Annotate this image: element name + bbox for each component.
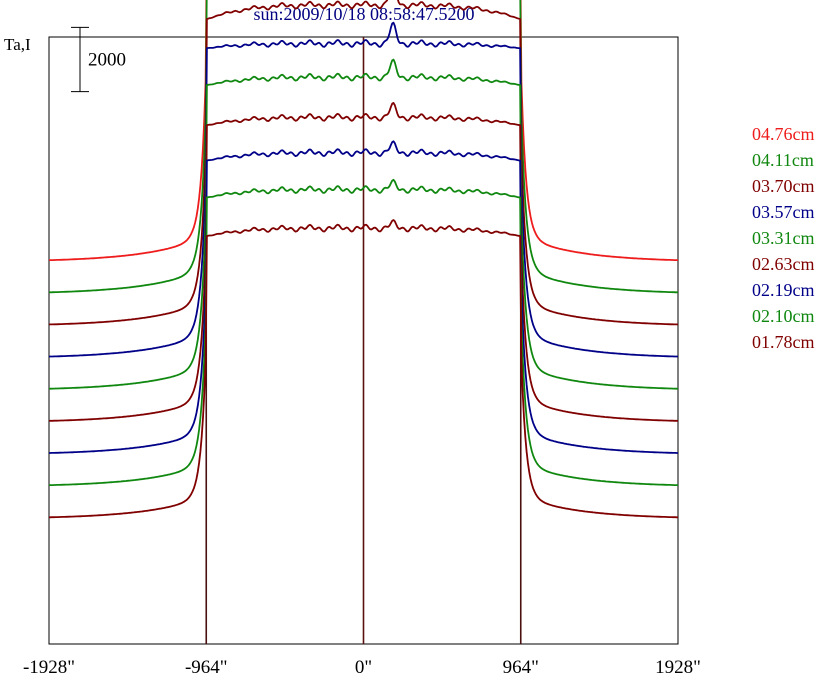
series-line-02.19cm: [49, 140, 678, 454]
legend-entry-01.78cm: 01.78cm: [752, 332, 815, 352]
x-tick-label-2: 0": [355, 657, 372, 678]
legend-entry-02.63cm: 02.63cm: [752, 254, 815, 274]
series-line-02.63cm: [48, 102, 679, 422]
series-group: [48, 0, 679, 519]
legend: 04.76cm 04.11cm 03.70cm 03.57cm 03.31cm 02.63…: [752, 124, 815, 352]
x-tick-label-3: 964": [503, 657, 539, 678]
series-line-02.10cm: [48, 178, 679, 487]
x-tick-label-4: 1928": [655, 657, 701, 678]
legend-entry-04.76cm: 04.76cm: [752, 124, 815, 144]
legend-entry-03.31cm: 03.31cm: [752, 228, 815, 248]
scale-bar-label: 2000: [88, 49, 126, 70]
x-tick-label-1: -964": [185, 657, 228, 678]
legend-entry-03.57cm: 03.57cm: [752, 202, 815, 222]
legend-entry-03.70cm: 03.70cm: [752, 176, 815, 196]
x-axis-ticks: -1928" -964" 0" 964" 1928": [23, 657, 701, 678]
legend-entry-04.11cm: 04.11cm: [752, 150, 814, 170]
scale-bar: 2000: [71, 26, 126, 93]
series-line-03.57cm: [48, 21, 679, 358]
series-line-04.76cm: [48, 0, 679, 262]
chart-title: sun:2009/10/18 08:58:47.5200: [253, 4, 474, 24]
legend-entry-02.19cm: 02.19cm: [752, 280, 815, 300]
vertical-reference-lines: [205, 37, 522, 644]
series-line-01.78cm: [49, 219, 678, 519]
series-line-04.11cm: [49, 0, 678, 294]
legend-entry-02.10cm: 02.10cm: [752, 306, 815, 326]
series-line-03.31cm: [49, 58, 678, 390]
series-line-03.70cm: [48, 0, 679, 326]
y-axis-label: Ta,I: [4, 35, 31, 54]
x-tick-label-0: -1928": [23, 657, 75, 678]
